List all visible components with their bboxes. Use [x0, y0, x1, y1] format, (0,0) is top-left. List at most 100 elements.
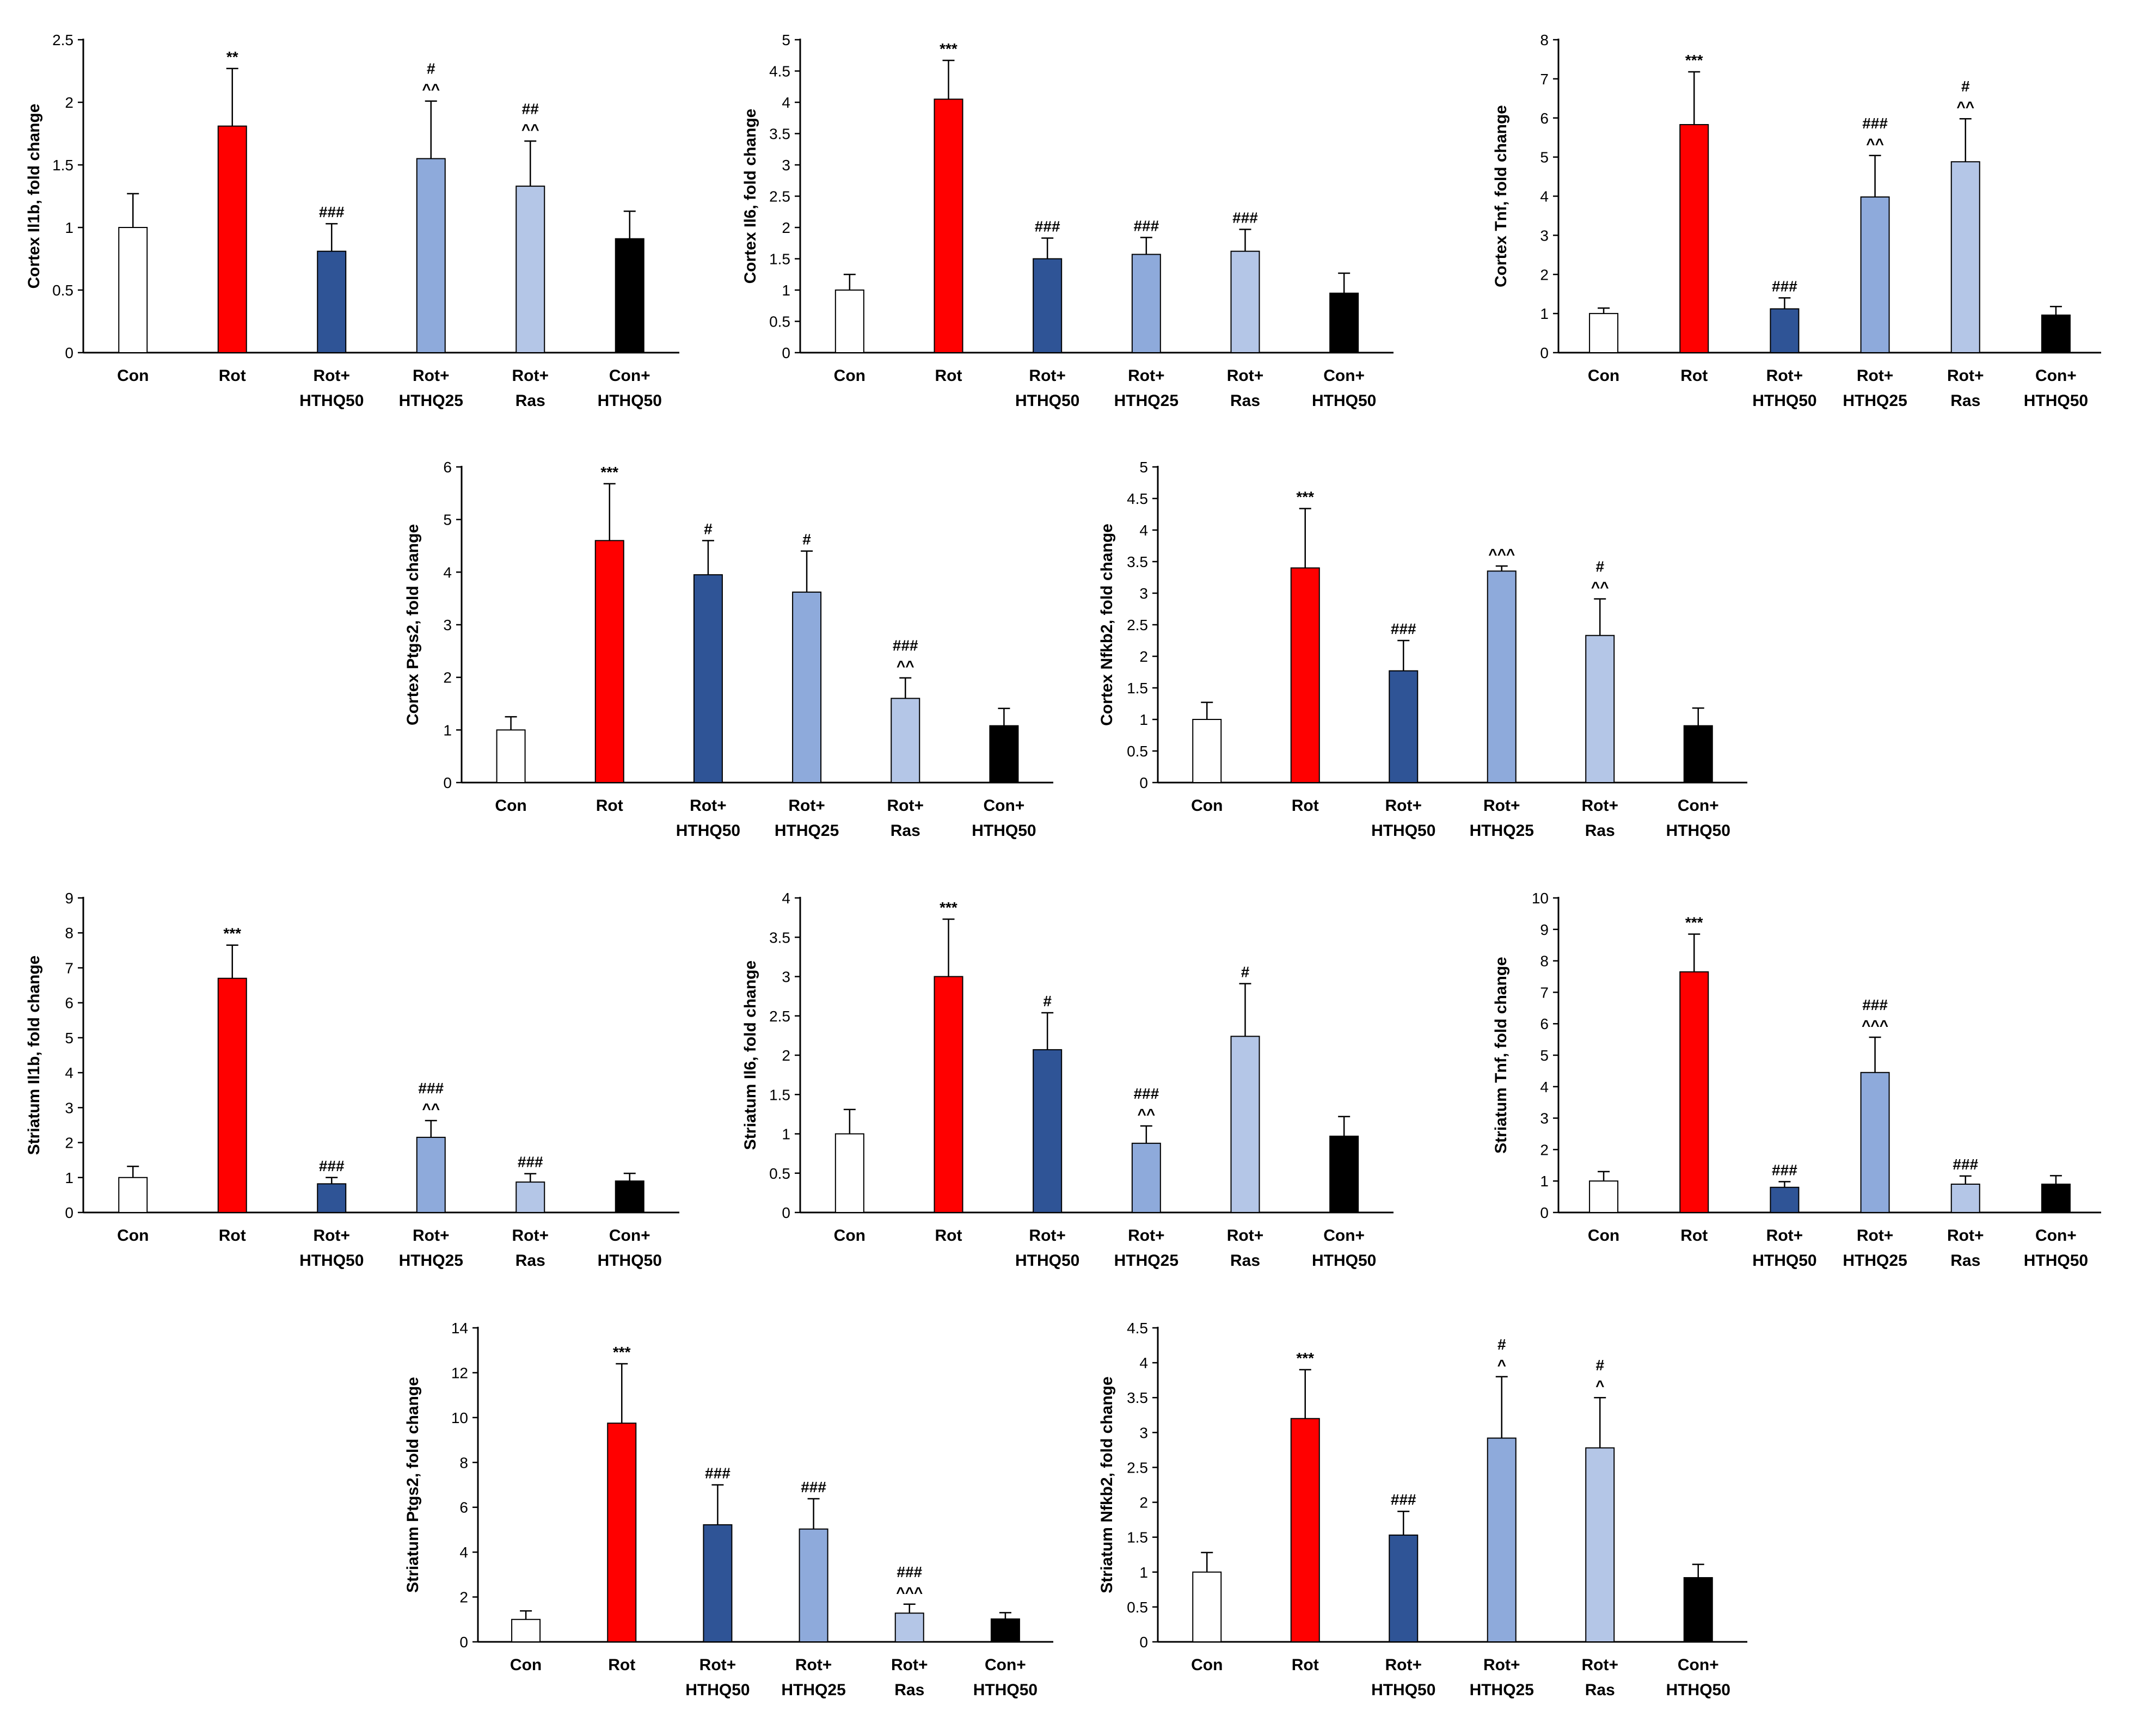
significance-label: ** — [226, 48, 238, 65]
y-tick-label: 0.5 — [52, 282, 73, 299]
x-tick-label: HTHQ50 — [598, 1252, 662, 1270]
x-tick-label: Ras — [891, 822, 920, 840]
significance-label: ### — [801, 1479, 826, 1495]
x-tick-label: Con — [495, 797, 526, 815]
y-tick-label: 2.5 — [52, 32, 73, 48]
bar-con-hthq50 — [989, 725, 1019, 783]
x-tick-label: Rot+ — [413, 367, 450, 385]
x-tick-label: Con+ — [609, 1227, 650, 1245]
bar-con — [834, 290, 864, 353]
bar-rot-ras — [515, 1181, 545, 1214]
bar-con — [496, 729, 526, 784]
x-tick-label: Rot+ — [1947, 1227, 1984, 1245]
y-tick-label: 0 — [65, 344, 73, 361]
significance-label: # — [427, 60, 435, 77]
y-tick-label: 0 — [65, 1204, 73, 1221]
x-tick-label: Rot+ — [1857, 1227, 1894, 1245]
x-tick-label: Rot+ — [1227, 1227, 1264, 1245]
significance-label: *** — [1296, 1350, 1314, 1366]
x-tick-label: Con+ — [1323, 1227, 1365, 1245]
x-tick-label: Rot+ — [512, 367, 549, 385]
x-tick-label: Rot+ — [314, 1227, 351, 1245]
significance-label: *** — [940, 40, 957, 57]
y-tick-label: 6 — [459, 1499, 468, 1516]
significance-label: # — [704, 520, 713, 537]
y-tick-label: 2 — [443, 669, 452, 686]
x-tick-label: Rot+ — [1582, 797, 1619, 815]
bar-rot — [1679, 124, 1709, 353]
y-tick-label: 8 — [1540, 32, 1549, 48]
significance-label: *** — [940, 899, 957, 916]
bar-con — [834, 1133, 864, 1213]
significance-label: ### — [1862, 115, 1888, 132]
x-tick-label: Rot+ — [891, 1656, 928, 1674]
significance-label: ^^^ — [896, 1584, 923, 1601]
x-tick-label: Con — [1588, 367, 1619, 385]
chart-cortex-ptgs2: 0 1 2 3 4 5 6 Cortex Ptgs2, fold change Con *** Ro… — [404, 459, 1053, 840]
y-tick-label: 3.5 — [1127, 1389, 1148, 1406]
y-tick-label: 0 — [459, 1634, 468, 1651]
bar-rot-ras — [1585, 635, 1615, 783]
x-tick-label: Ras — [1950, 1252, 1980, 1270]
x-tick-label: HTHQ25 — [775, 822, 839, 840]
significance-label: ^^ — [521, 121, 539, 138]
significance-label: ## — [522, 100, 539, 117]
x-tick-label: HTHQ50 — [685, 1681, 750, 1699]
significance-label: # — [1595, 1357, 1604, 1374]
y-tick-label: 4 — [1139, 1355, 1148, 1371]
chart-cortex-il1b: 0 0.5 1 1.5 2 2.5 Cortex Il1b, fold change Con *… — [25, 32, 679, 410]
y-tick-label: 3 — [782, 969, 790, 986]
bar-rot — [934, 99, 963, 353]
y-tick-label: 7 — [65, 959, 73, 976]
x-tick-label: HTHQ50 — [1312, 392, 1376, 410]
y-tick-label: 5 — [1540, 1047, 1549, 1064]
y-tick-label: 9 — [65, 890, 73, 907]
y-tick-label: 10 — [451, 1409, 468, 1426]
significance-label: ### — [518, 1154, 543, 1171]
bar-rot-hthq25 — [799, 1528, 828, 1642]
significance-label: ### — [418, 1080, 444, 1097]
significance-label: ^^ — [422, 81, 440, 98]
x-tick-label: Con+ — [2035, 1227, 2077, 1245]
x-tick-label: HTHQ25 — [1843, 392, 1907, 410]
x-tick-label: Rot — [1292, 1656, 1319, 1674]
bar-rot-hthq25 — [416, 158, 446, 353]
x-tick-label: Con — [1588, 1227, 1619, 1245]
x-tick-label: Rot+ — [1385, 1656, 1422, 1674]
significance-label: *** — [613, 1344, 631, 1361]
x-tick-label: HTHQ50 — [299, 1252, 364, 1270]
bar-rot-hthq25 — [1487, 1437, 1517, 1642]
bar-rot-hthq50 — [1770, 308, 1800, 353]
y-axis-label: Cortex Ptgs2, fold change — [404, 524, 422, 725]
y-tick-label: 4 — [782, 94, 790, 111]
bar-rot — [1290, 567, 1320, 783]
bar-rot-ras — [1950, 161, 1980, 353]
y-tick-label: 3 — [1540, 1110, 1549, 1127]
x-tick-label: Rot — [935, 1227, 962, 1245]
x-tick-label: Rot — [1680, 1227, 1708, 1245]
x-tick-label: Rot+ — [1128, 367, 1165, 385]
significance-label: # — [1595, 558, 1604, 575]
bar-con-hthq50 — [990, 1618, 1020, 1642]
x-tick-label: Con+ — [1323, 367, 1365, 385]
bar-rot — [934, 976, 963, 1213]
significance-label: ^^ — [897, 658, 914, 675]
significance-label: ### — [1133, 1085, 1159, 1102]
x-tick-label: Rot+ — [1766, 1227, 1803, 1245]
significance-label: *** — [223, 925, 241, 942]
chart-striatum-il1b: 0 1 2 3 4 5 6 7 8 9 Striatum Il1b, fold change Con *… — [25, 890, 679, 1270]
bar-rot-ras — [891, 698, 920, 784]
y-tick-label: 3.5 — [769, 126, 790, 143]
y-tick-label: 4 — [65, 1064, 73, 1081]
y-tick-label: 1 — [443, 722, 452, 738]
x-tick-label: Rot+ — [1582, 1656, 1619, 1674]
chart-cortex-il6: 0 0.5 1 1.5 2 2.5 3 3.5 4 4.5 5 Cortex Il6, fold ch… — [741, 32, 1394, 410]
y-tick-label: 1.5 — [1127, 680, 1148, 697]
significance-label: *** — [600, 464, 618, 481]
x-tick-label: HTHQ25 — [781, 1681, 845, 1699]
bar-rot-hthq50 — [1033, 258, 1063, 353]
significance-label: ^^ — [1591, 578, 1609, 595]
y-tick-label: 1 — [65, 1169, 73, 1186]
bar-con-hthq50 — [615, 1180, 644, 1213]
bar-con — [118, 227, 148, 353]
